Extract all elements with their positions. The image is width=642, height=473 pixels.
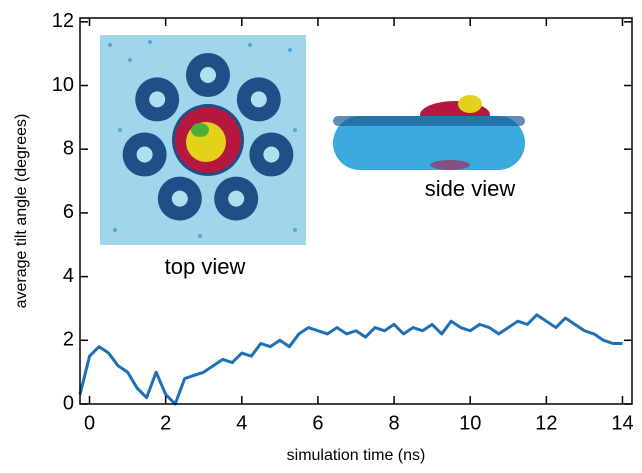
chart: top view side view simulation time (ns) … [0, 0, 642, 468]
y-tick-label: 8 [63, 137, 74, 159]
y-tick-label: 6 [63, 201, 74, 223]
x-tick-label: 10 [459, 412, 481, 434]
x-tick-label: 8 [389, 412, 400, 434]
y-tick-label: 4 [63, 265, 74, 287]
x-tick-label: 4 [236, 412, 247, 434]
y-tick-label: 12 [52, 10, 74, 32]
x-tick-label: 6 [312, 412, 323, 434]
annotation: top view [165, 254, 246, 279]
y-tick-label: 0 [63, 392, 74, 414]
x-axis-label: simulation time (ns) [287, 447, 426, 464]
x-tick-label: 2 [160, 412, 171, 434]
data-line [80, 315, 622, 404]
x-tick-label: 14 [611, 412, 633, 434]
side-view-inset [333, 95, 525, 170]
x-tick-label: 0 [84, 412, 95, 434]
y-tick-label: 10 [52, 74, 74, 96]
x-tick-label: 12 [535, 412, 557, 434]
annotation: side view [425, 176, 516, 201]
y-tick-label: 2 [63, 329, 74, 351]
y-axis-label: average tilt angle (degrees) [13, 114, 30, 309]
top-view-inset [100, 35, 306, 245]
